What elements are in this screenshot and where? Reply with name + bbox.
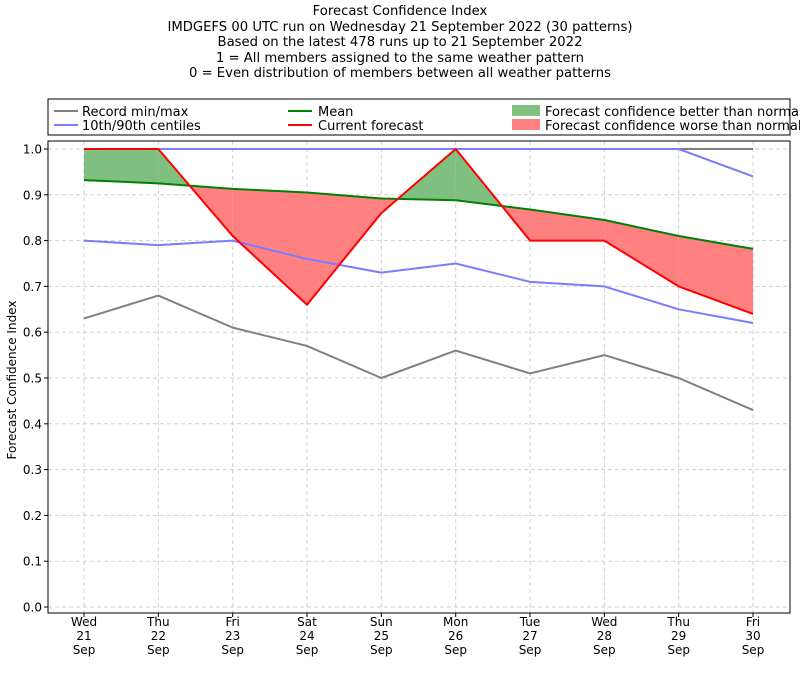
- x-tick-label: Sep: [444, 643, 467, 657]
- y-tick-label: 0.8: [23, 234, 42, 248]
- x-tick-label: 30: [745, 629, 760, 643]
- x-tick-label: Tue: [519, 615, 541, 629]
- legend: Record min/max 10th/90th centiles Mean C…: [47, 98, 800, 136]
- x-tick-label: Wed: [71, 615, 97, 629]
- x-tick-label: Sep: [296, 643, 319, 657]
- x-tick-label: 25: [374, 629, 389, 643]
- chart-subtitle-scale-min: 0 = Even distribution of members between…: [188, 66, 612, 82]
- y-tick-label: 1.0: [23, 143, 42, 157]
- x-tick-label: 21: [76, 629, 91, 643]
- y-tick-label: 0.0: [23, 601, 42, 615]
- chart-title-block: Forecast Confidence Index IMDGEFS 00 UTC…: [0, 4, 800, 82]
- x-tick-label: Sat: [297, 615, 317, 629]
- y-tick-label: 0.5: [23, 372, 42, 386]
- x-tick-label: 22: [151, 629, 166, 643]
- legend-swatch-better: [512, 105, 540, 116]
- x-tick-label: 26: [448, 629, 463, 643]
- y-tick-label: 0.2: [23, 509, 42, 523]
- x-tick-label: Fri: [746, 615, 760, 629]
- x-tick-label: 27: [522, 629, 537, 643]
- legend-label-record: Record min/max: [82, 105, 189, 120]
- chart-title: Forecast Confidence Index: [312, 4, 488, 19]
- x-tick-label: 23: [225, 629, 240, 643]
- legend-label-worse: Forecast confidence worse than normal: [545, 119, 800, 134]
- chart-subtitle-basis: Based on the latest 478 runs up to 21 Se…: [217, 35, 583, 51]
- x-tick-label: 29: [671, 629, 686, 643]
- y-tick-label: 0.9: [23, 188, 42, 202]
- current-forecast-line: [84, 148, 754, 315]
- confidence-worse-fill: [530, 209, 605, 241]
- legend-label-current: Current forecast: [318, 119, 424, 134]
- x-tick-label: Sun: [370, 615, 393, 629]
- plot-frame: [47, 140, 791, 614]
- confidence-worse-fill: [307, 192, 382, 305]
- x-tick-label: Sep: [742, 643, 765, 657]
- y-tick-label: 0.6: [23, 326, 42, 340]
- chart-subtitle-scale-max: 1 = All members assigned to the same wea…: [215, 50, 585, 66]
- legend-label-mean: Mean: [318, 105, 353, 120]
- x-tick-label: Sep: [593, 643, 616, 657]
- confidence-worse-fill: [604, 219, 679, 287]
- plot-area: 0.00.10.20.30.40.50.60.70.80.91.0Wed21Se…: [23, 140, 791, 657]
- record-min-line: [83, 294, 754, 411]
- y-tick-label: 0.4: [23, 417, 42, 431]
- x-tick-label: Sep: [147, 643, 170, 657]
- legend-label-centiles: 10th/90th centiles: [82, 119, 201, 134]
- x-tick-label: Sep: [519, 643, 542, 657]
- chart-subtitle-run: IMDGEFS 00 UTC run on Wednesday 21 Septe…: [167, 19, 633, 35]
- x-tick-label: 24: [299, 629, 314, 643]
- centile-90th-line: [84, 148, 754, 178]
- legend-swatch-worse: [512, 119, 540, 130]
- centile-10th-line: [83, 239, 754, 325]
- confidence-better-fill: [84, 149, 159, 184]
- y-tick-label: 0.1: [23, 555, 42, 569]
- x-tick-label: Sep: [667, 643, 690, 657]
- x-tick-label: Wed: [591, 615, 617, 629]
- y-tick-label: 0.7: [23, 280, 42, 294]
- legend-label-better: Forecast confidence better than normal: [545, 105, 800, 120]
- x-tick-label: Mon: [443, 615, 468, 629]
- x-tick-label: Sep: [221, 643, 244, 657]
- x-tick-label: Sep: [73, 643, 96, 657]
- confidence-worse-fill: [232, 188, 307, 305]
- y-axis-label: Forecast Confidence Index: [5, 301, 19, 460]
- mean-line: [83, 179, 754, 250]
- y-tick-label: 0.3: [23, 463, 42, 477]
- x-tick-label: Thu: [146, 615, 170, 629]
- x-tick-label: Sep: [370, 643, 393, 657]
- confidence-worse-fill: [678, 236, 753, 314]
- legend-frame: [47, 98, 791, 136]
- x-tick-label: Thu: [666, 615, 690, 629]
- x-tick-label: 28: [597, 629, 612, 643]
- x-tick-label: Fri: [226, 615, 240, 629]
